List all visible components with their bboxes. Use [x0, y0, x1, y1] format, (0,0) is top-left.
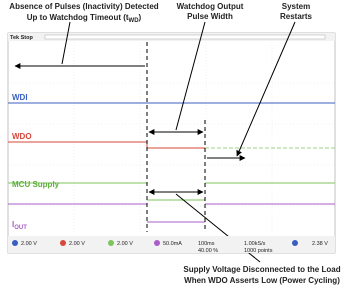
annotation: Supply Voltage Disconnected to the Load — [183, 265, 340, 274]
annotation: Pulse Width — [187, 12, 233, 21]
readout: 1.00kS/s — [244, 241, 266, 247]
annotation: Restarts — [280, 12, 313, 21]
channel-label: IOUT — [12, 220, 27, 231]
annotation: System — [282, 2, 310, 11]
readout: 40.00 % — [198, 248, 218, 254]
status-bar — [8, 236, 335, 253]
annotation: Absence of Pulses (Inactivity) Detected — [9, 2, 158, 11]
channel-label: WDI — [12, 93, 28, 102]
readout: 100ms — [198, 241, 215, 247]
readout: 2.38 V — [312, 241, 328, 247]
arrow — [14, 21, 296, 263]
channel-label: WDO — [12, 132, 32, 141]
mcu-supply-trace — [8, 182, 335, 201]
annotation: Watchdog Output — [177, 2, 244, 11]
annotation: Up to Watchdog Timeout (tWD) — [27, 13, 142, 24]
scope-screen — [7, 32, 336, 254]
readout: 2.00 V — [21, 241, 37, 247]
iout-trace — [8, 203, 335, 223]
grid — [8, 42, 335, 232]
readout: 1000 points — [244, 248, 273, 254]
record-bar — [44, 34, 326, 40]
cursor — [146, 42, 206, 232]
channel-label: MCU Supply — [12, 180, 60, 189]
wdo-trace — [8, 141, 205, 149]
readout: 2.00 V — [117, 241, 133, 247]
readout: 50.0mA — [163, 241, 182, 247]
readout: 2.00 V — [69, 241, 85, 247]
annotation: When WDO Asserts Low (Power Cycling) — [184, 276, 340, 285]
scope-status: Tek Stop — [10, 35, 33, 41]
